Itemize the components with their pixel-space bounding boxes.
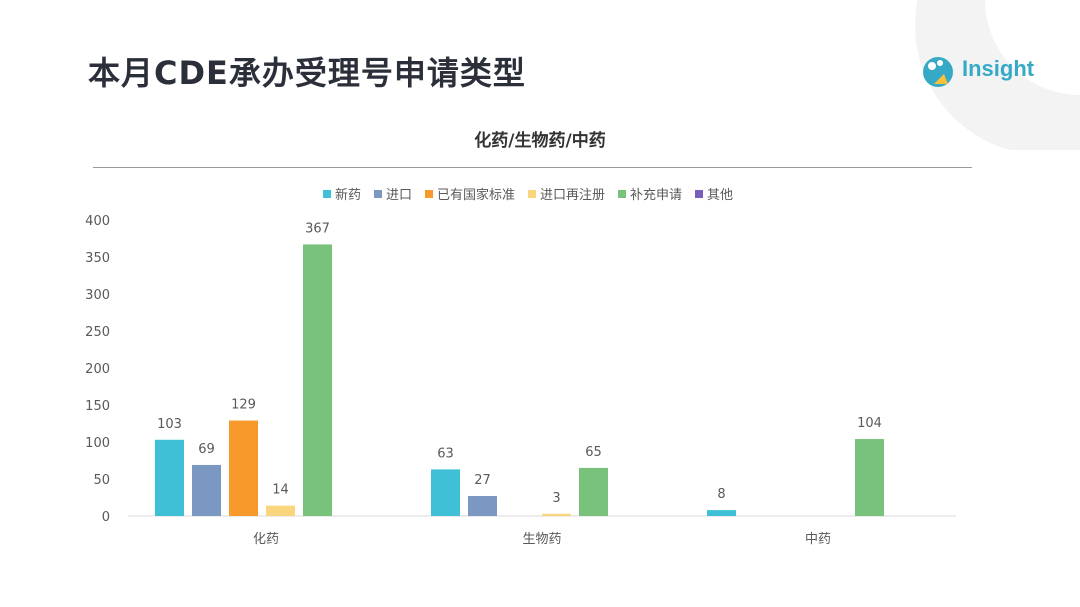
y-tick-label: 300 (85, 288, 110, 303)
data-label: 65 (585, 445, 602, 460)
title-divider (93, 167, 972, 168)
data-label: 8 (717, 487, 725, 502)
bar (855, 439, 884, 516)
x-tick-label: 中药 (805, 532, 831, 547)
legend-swatch (425, 190, 433, 198)
bar (431, 469, 460, 516)
background-decoration (915, 0, 1080, 150)
y-tick-label: 200 (85, 362, 110, 377)
legend-swatch (374, 190, 382, 198)
data-label: 27 (474, 473, 491, 488)
bar (303, 244, 332, 517)
logo-text: Insight (962, 56, 1035, 81)
x-tick-label: 生物药 (522, 532, 561, 547)
data-label: 129 (231, 398, 256, 413)
legend-label: 新药 (335, 187, 361, 203)
data-label: 367 (305, 221, 330, 236)
data-label: 69 (198, 442, 215, 457)
y-tick-label: 50 (93, 473, 110, 488)
bar (266, 505, 295, 516)
y-tick-label: 250 (85, 325, 110, 340)
bar (579, 467, 608, 516)
chart-title: 化药/生物药/中药 (474, 131, 606, 151)
legend-swatch (323, 190, 331, 198)
page-title: 本月CDE承办受理号申请类型 (88, 54, 526, 92)
legend-label: 已有国家标准 (437, 187, 515, 203)
data-label: 104 (857, 416, 882, 431)
y-tick-label: 0 (102, 510, 110, 525)
legend-swatch (528, 190, 536, 198)
legend-swatch (618, 190, 626, 198)
data-label: 14 (272, 483, 289, 498)
legend-label: 进口 (386, 188, 412, 203)
data-label: 63 (437, 446, 454, 461)
bar (192, 464, 221, 516)
data-label: 3 (552, 491, 560, 506)
legend-swatch (695, 190, 703, 198)
insight-logo-icon (923, 57, 953, 87)
y-tick-label: 400 (85, 214, 110, 229)
x-tick-label: 化药 (253, 532, 279, 547)
data-label: 103 (157, 417, 182, 432)
bar (542, 513, 571, 516)
bar (155, 439, 184, 516)
bar (707, 510, 736, 516)
y-tick-label: 350 (85, 251, 110, 266)
legend-label: 其他 (707, 188, 733, 203)
y-tick-label: 100 (85, 436, 110, 451)
legend-label: 补充申请 (630, 187, 682, 203)
bar (229, 420, 258, 516)
y-tick-label: 150 (85, 399, 110, 414)
legend-label: 进口再注册 (540, 188, 605, 203)
bar (468, 496, 497, 516)
